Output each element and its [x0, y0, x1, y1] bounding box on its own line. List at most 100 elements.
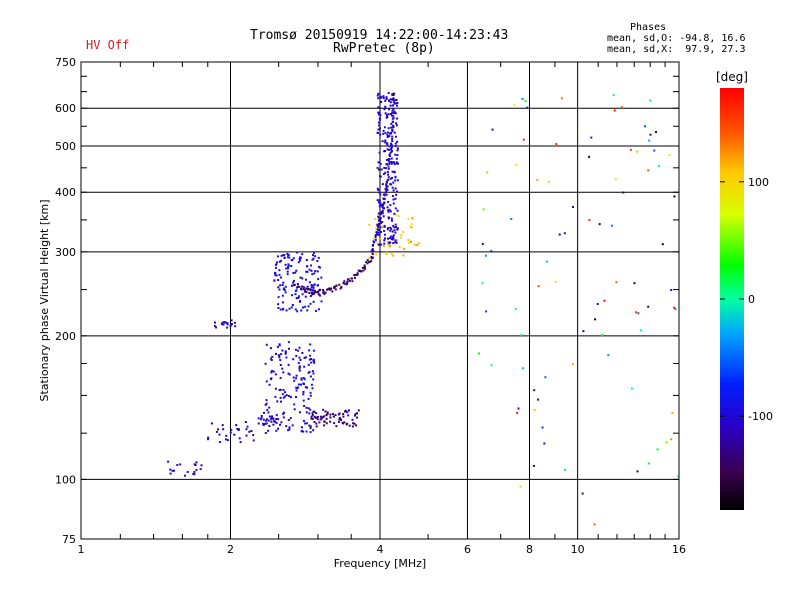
scatter-point — [310, 358, 313, 360]
scatter-point — [379, 133, 382, 136]
scatter-point — [248, 430, 251, 433]
scatter-point — [317, 256, 320, 259]
scatter-point — [386, 143, 389, 146]
scatter-point — [388, 135, 391, 138]
scatter-point — [279, 423, 281, 426]
scatter-point — [291, 304, 294, 306]
scatter-point — [378, 111, 381, 114]
scatter-point — [262, 418, 265, 421]
scatter-point — [390, 146, 393, 149]
scatter-point — [387, 178, 390, 181]
scatter-point — [288, 307, 291, 310]
scatter-point — [319, 294, 322, 297]
scatter-point — [307, 305, 310, 308]
scatter-point — [300, 430, 303, 433]
scatter-point — [270, 359, 273, 361]
scatter-point — [368, 257, 371, 260]
scatter-point — [655, 131, 657, 134]
scatter-point — [348, 279, 351, 282]
scatter-point — [286, 270, 289, 273]
scatter-point — [387, 216, 390, 219]
scatter-point — [524, 100, 527, 103]
scatter-point — [514, 308, 517, 311]
scatter-point — [563, 232, 566, 235]
scatter-point — [389, 235, 392, 238]
scatter-point — [313, 283, 316, 286]
scatter-point — [264, 362, 267, 365]
scatter-point — [308, 424, 311, 427]
scatter-point — [596, 303, 599, 305]
scatter-point — [312, 378, 315, 381]
scatter-point — [225, 434, 228, 437]
scatter-point — [481, 243, 484, 245]
scatter-point — [200, 464, 203, 467]
scatter-point — [383, 242, 386, 245]
scatter-point — [385, 96, 388, 99]
scatter-point — [267, 429, 270, 432]
scatter-point — [387, 127, 390, 130]
scatter-point — [656, 448, 659, 451]
scatter-point — [356, 416, 359, 419]
scatter-point — [380, 168, 383, 171]
scatter-point — [284, 285, 287, 288]
scatter-point — [312, 300, 315, 303]
scatter-point — [377, 168, 380, 171]
scatter-point — [287, 267, 290, 270]
scatter-point — [383, 201, 386, 204]
x-tick-label: 8 — [526, 543, 533, 556]
scatter-point — [269, 357, 272, 360]
scatter-point — [226, 439, 229, 442]
scatter-point — [639, 329, 642, 332]
scatter-point — [323, 424, 326, 427]
scatter-point — [612, 94, 615, 97]
scatter-point — [649, 133, 652, 136]
scatter-point — [386, 227, 389, 230]
scatter-point — [244, 421, 247, 423]
scatter-point — [379, 222, 382, 225]
scatter-point — [317, 278, 320, 281]
scatter-point — [305, 259, 308, 261]
scatter-point — [325, 417, 328, 420]
scatter-point — [372, 249, 375, 252]
scatter-point — [588, 155, 591, 158]
scatter-point — [408, 241, 410, 244]
scatter-point — [382, 207, 385, 210]
scatter-point — [297, 261, 300, 264]
scatter-point — [262, 424, 265, 426]
scatter-point — [311, 293, 314, 296]
scatter-point — [384, 237, 386, 240]
scatter-point — [264, 403, 267, 406]
scatter-point — [277, 286, 280, 289]
scatter-point — [322, 291, 325, 294]
scatter-point — [379, 175, 382, 178]
scatter-point — [340, 418, 342, 421]
scatter-point — [360, 270, 363, 273]
scatter-point — [297, 383, 300, 386]
scatter-point — [582, 330, 585, 333]
scatter-point — [416, 244, 419, 247]
scatter-point — [394, 153, 397, 156]
scatter-point — [281, 294, 284, 297]
scatter-point — [384, 167, 387, 170]
scatter-point — [275, 414, 278, 417]
scatter-point — [395, 124, 398, 127]
scatter-point — [394, 213, 397, 216]
scatter-point — [297, 362, 300, 364]
scatter-point — [486, 171, 489, 174]
x-tick-label: 10 — [571, 543, 585, 556]
scatter-point — [302, 391, 305, 393]
scatter-point — [644, 125, 647, 128]
scatter-point — [338, 418, 341, 421]
scatter-point — [522, 367, 525, 370]
scatter-point — [394, 99, 397, 102]
scatter-point — [364, 267, 367, 270]
scatter-point — [267, 419, 270, 422]
scatter-point — [302, 430, 305, 433]
scatter-point — [326, 411, 329, 414]
scatter-point — [287, 264, 290, 267]
scatter-point — [376, 232, 379, 235]
scatter-point — [346, 280, 349, 283]
scatter-point — [649, 99, 652, 102]
scatter-point — [648, 139, 651, 142]
scatter-point — [309, 394, 312, 397]
